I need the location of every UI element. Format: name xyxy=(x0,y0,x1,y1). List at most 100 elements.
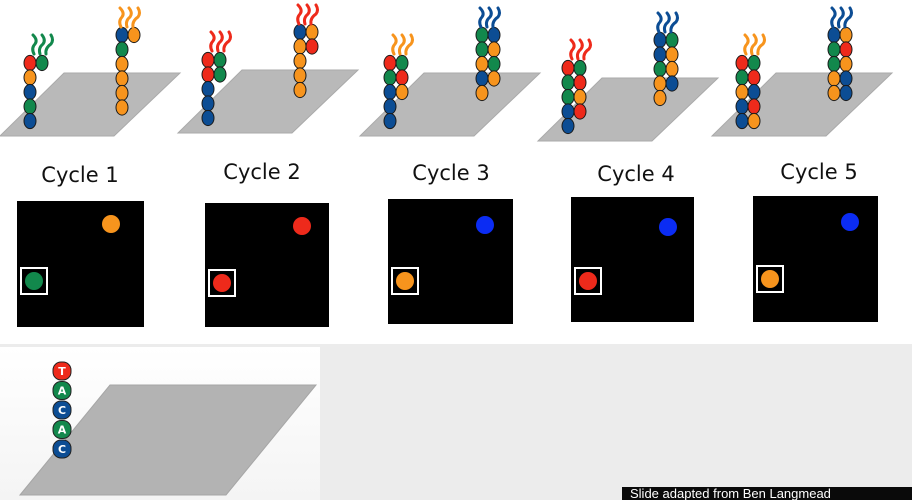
dye-strand xyxy=(131,6,141,29)
cluster-bead xyxy=(487,70,501,87)
cluster-bead xyxy=(735,83,749,101)
cluster-bead xyxy=(395,54,409,72)
cluster-bead xyxy=(115,84,129,102)
cluster-bead xyxy=(653,75,667,92)
cluster-bead xyxy=(839,55,853,73)
dye-strand xyxy=(118,6,125,29)
dye-strand xyxy=(302,3,311,26)
cluster-bead xyxy=(127,26,141,44)
flow-cell-plate xyxy=(176,69,360,134)
tracked-signal-spot xyxy=(25,272,43,290)
sequence-bead xyxy=(52,381,72,400)
cycle-4: Cycle 4 xyxy=(536,11,720,322)
dye-tuft xyxy=(296,3,319,26)
cluster-bead xyxy=(475,84,489,102)
cluster-bead xyxy=(665,60,679,78)
cluster-bead xyxy=(293,67,307,84)
tracked-signal-spot xyxy=(213,274,231,292)
tracked-cluster-box xyxy=(20,267,48,295)
cluster-bead xyxy=(201,80,215,98)
cluster-bead xyxy=(115,26,129,44)
tracked-cluster-box xyxy=(574,267,602,295)
tracked-cluster-box xyxy=(208,269,236,297)
left-cluster xyxy=(23,54,49,130)
dye-strand xyxy=(484,6,493,29)
dye-strand xyxy=(44,33,54,56)
cluster-bead xyxy=(747,98,761,115)
cluster-bead xyxy=(573,74,587,91)
dye-strand xyxy=(478,6,485,29)
result-plate xyxy=(18,384,318,496)
cluster-bead xyxy=(665,46,679,63)
cluster-bead xyxy=(839,70,853,87)
cluster-bead xyxy=(23,83,37,101)
cycle-label: Cycle 2 xyxy=(223,160,300,184)
sequence-base-letter: C xyxy=(58,404,66,417)
dye-strand xyxy=(404,33,414,56)
cluster-bead xyxy=(653,89,667,107)
cluster-bead xyxy=(827,55,841,73)
dye-strand xyxy=(391,33,398,56)
cluster-bead xyxy=(573,88,587,106)
cluster-bead xyxy=(735,98,749,115)
cluster-bead xyxy=(827,70,841,87)
right-cluster xyxy=(827,26,853,102)
cluster-bead xyxy=(747,83,761,101)
cluster-bead xyxy=(827,84,841,102)
dye-strand xyxy=(37,33,46,56)
cluster-bead xyxy=(475,41,489,58)
dye-strand xyxy=(662,11,671,34)
dye-tuft xyxy=(391,33,414,56)
dye-strand xyxy=(749,33,758,56)
signal-spot xyxy=(659,218,677,236)
dye-strand xyxy=(31,33,38,56)
dye-strand xyxy=(296,3,303,26)
dye-tuft xyxy=(569,38,592,61)
sequence-base-letter: A xyxy=(58,424,67,437)
cluster-bead xyxy=(305,23,319,41)
dye-strand xyxy=(491,6,501,29)
cluster-bead xyxy=(735,112,749,130)
cluster-bead xyxy=(213,66,227,83)
cluster-bead xyxy=(665,75,679,92)
left-cluster xyxy=(561,59,587,135)
cluster-bead xyxy=(395,83,409,101)
sequence-bead xyxy=(52,420,72,439)
dye-strand xyxy=(569,38,576,61)
cluster-bead xyxy=(735,69,749,86)
dye-strand xyxy=(124,6,133,29)
dye-strand xyxy=(836,6,845,29)
cluster-bead xyxy=(839,26,853,44)
left-cluster xyxy=(201,51,227,127)
tracked-signal-spot xyxy=(579,272,597,290)
sequence-base-letter: C xyxy=(58,443,66,456)
cluster-bead xyxy=(487,41,501,58)
cycle-1: Cycle 1 xyxy=(0,6,182,327)
cluster-bead xyxy=(395,69,409,86)
cycle-3: Cycle 3 xyxy=(358,6,542,324)
cluster-bead xyxy=(561,59,575,77)
cluster-bead xyxy=(735,54,749,72)
cluster-bead xyxy=(561,117,575,135)
cluster-bead xyxy=(293,81,307,99)
cluster-bead xyxy=(213,51,227,69)
cluster-bead xyxy=(839,84,853,102)
cluster-bead xyxy=(573,59,587,77)
dye-strand xyxy=(756,33,766,56)
cluster-bead xyxy=(653,60,667,78)
dye-tuft xyxy=(209,30,232,53)
imaging-frame xyxy=(205,203,329,327)
tracked-signal-spot xyxy=(396,272,414,290)
dye-strand xyxy=(656,11,663,34)
signal-spot xyxy=(841,213,859,231)
cluster-bead xyxy=(665,31,679,49)
dye-tuft xyxy=(743,33,766,56)
signal-spot xyxy=(476,216,494,234)
cluster-bead xyxy=(305,38,319,55)
cluster-bead xyxy=(383,83,397,101)
right-cluster xyxy=(475,26,501,102)
cluster-bead xyxy=(487,26,501,44)
cluster-bead xyxy=(653,31,667,49)
dye-strand xyxy=(575,38,584,61)
